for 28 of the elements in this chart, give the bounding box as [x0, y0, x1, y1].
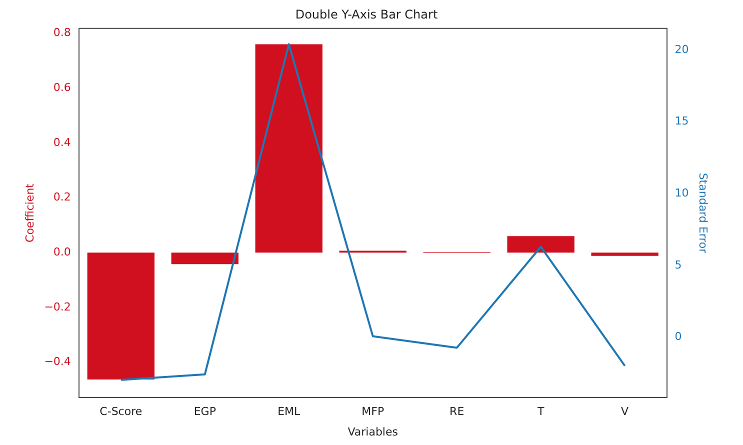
x-tick-label: MFP	[362, 405, 384, 418]
x-tick-label: V	[621, 405, 630, 418]
y-tick-label: 0.4	[53, 136, 71, 149]
y-tick-label: 0.2	[53, 190, 71, 204]
chart-title: Double Y-Axis Bar Chart	[295, 7, 438, 22]
bar	[591, 252, 658, 256]
x-tick-label: T	[536, 405, 544, 418]
bar	[255, 44, 322, 253]
y-axis-title: Coefficient	[23, 182, 36, 242]
y-tick-label: 0.6	[53, 81, 71, 94]
x-tick-label: EGP	[194, 405, 216, 418]
x-tick-label: C-Score	[100, 405, 142, 418]
x-tick-label: RE	[450, 405, 464, 418]
y-tick-label: 0.0	[53, 245, 71, 258]
y2-tick-label: 15	[674, 114, 689, 128]
y2-tick-label: 5	[674, 258, 682, 272]
y-tick-label: −0.2	[44, 300, 71, 314]
bar	[171, 252, 238, 264]
bar	[507, 236, 574, 253]
y-tick-label: −0.4	[44, 355, 71, 368]
y2-axis-title: Standard Error	[696, 172, 710, 254]
y2-tick-label: 10	[674, 186, 689, 200]
y-tick-label: 0.8	[53, 26, 71, 40]
x-tick-label: EML	[278, 405, 302, 418]
x-axis-title: Variables	[348, 425, 398, 438]
bar	[87, 252, 154, 380]
y2-tick-label: 20	[674, 42, 689, 56]
y2-tick-label: 0	[674, 330, 682, 344]
